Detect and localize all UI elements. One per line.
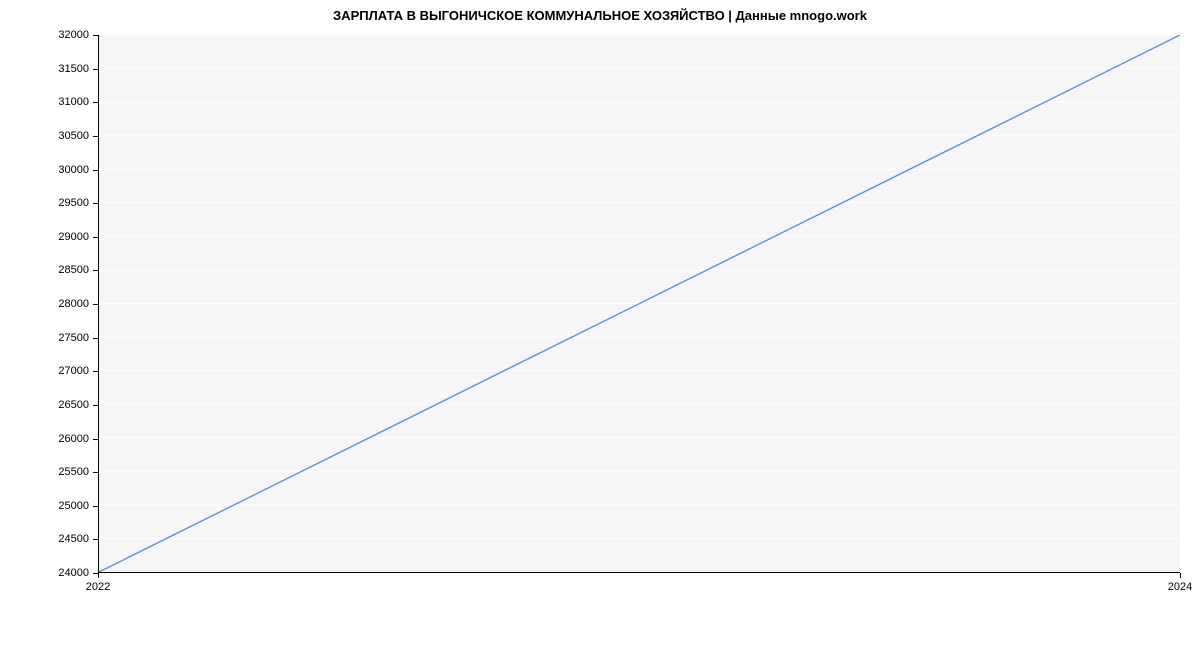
y-tick-mark: [93, 69, 98, 70]
y-tick-mark: [93, 304, 98, 305]
chart-title: ЗАРПЛАТА В ВЫГОНИЧСКОЕ КОММУНАЛЬНОЕ ХОЗЯ…: [0, 8, 1200, 23]
y-tick-mark: [93, 539, 98, 540]
salary-chart: ЗАРПЛАТА В ВЫГОНИЧСКОЕ КОММУНАЛЬНОЕ ХОЗЯ…: [0, 0, 1200, 650]
x-tick-label: 2022: [86, 581, 110, 593]
y-tick-mark: [93, 405, 98, 406]
y-tick-label: 26500: [58, 399, 89, 411]
y-tick-label: 31500: [58, 63, 89, 75]
y-tick-mark: [93, 506, 98, 507]
x-tick-mark: [1180, 573, 1181, 578]
y-tick-label: 26000: [58, 433, 89, 445]
y-tick-label: 30000: [58, 164, 89, 176]
y-tick-mark: [93, 439, 98, 440]
y-tick-mark: [93, 102, 98, 103]
y-tick-mark: [93, 371, 98, 372]
y-tick-label: 29500: [58, 197, 89, 209]
y-tick-label: 25000: [58, 500, 89, 512]
plot-area: [98, 35, 1180, 573]
y-tick-mark: [93, 237, 98, 238]
y-tick-label: 27500: [58, 332, 89, 344]
y-tick-mark: [93, 270, 98, 271]
y-tick-label: 28500: [58, 264, 89, 276]
y-tick-label: 30500: [58, 130, 89, 142]
y-tick-mark: [93, 472, 98, 473]
y-tick-label: 24000: [58, 567, 89, 579]
plot-svg: [99, 35, 1180, 572]
x-tick-label: 2024: [1168, 581, 1192, 593]
y-tick-label: 28000: [58, 298, 89, 310]
y-tick-label: 29000: [58, 231, 89, 243]
x-tick-mark: [98, 573, 99, 578]
y-tick-mark: [93, 170, 98, 171]
y-tick-mark: [93, 338, 98, 339]
y-tick-label: 32000: [58, 29, 89, 41]
y-tick-mark: [93, 203, 98, 204]
y-tick-mark: [93, 136, 98, 137]
y-tick-label: 27000: [58, 365, 89, 377]
y-tick-label: 24500: [58, 533, 89, 545]
y-tick-label: 25500: [58, 466, 89, 478]
y-tick-mark: [93, 35, 98, 36]
y-tick-label: 31000: [58, 96, 89, 108]
